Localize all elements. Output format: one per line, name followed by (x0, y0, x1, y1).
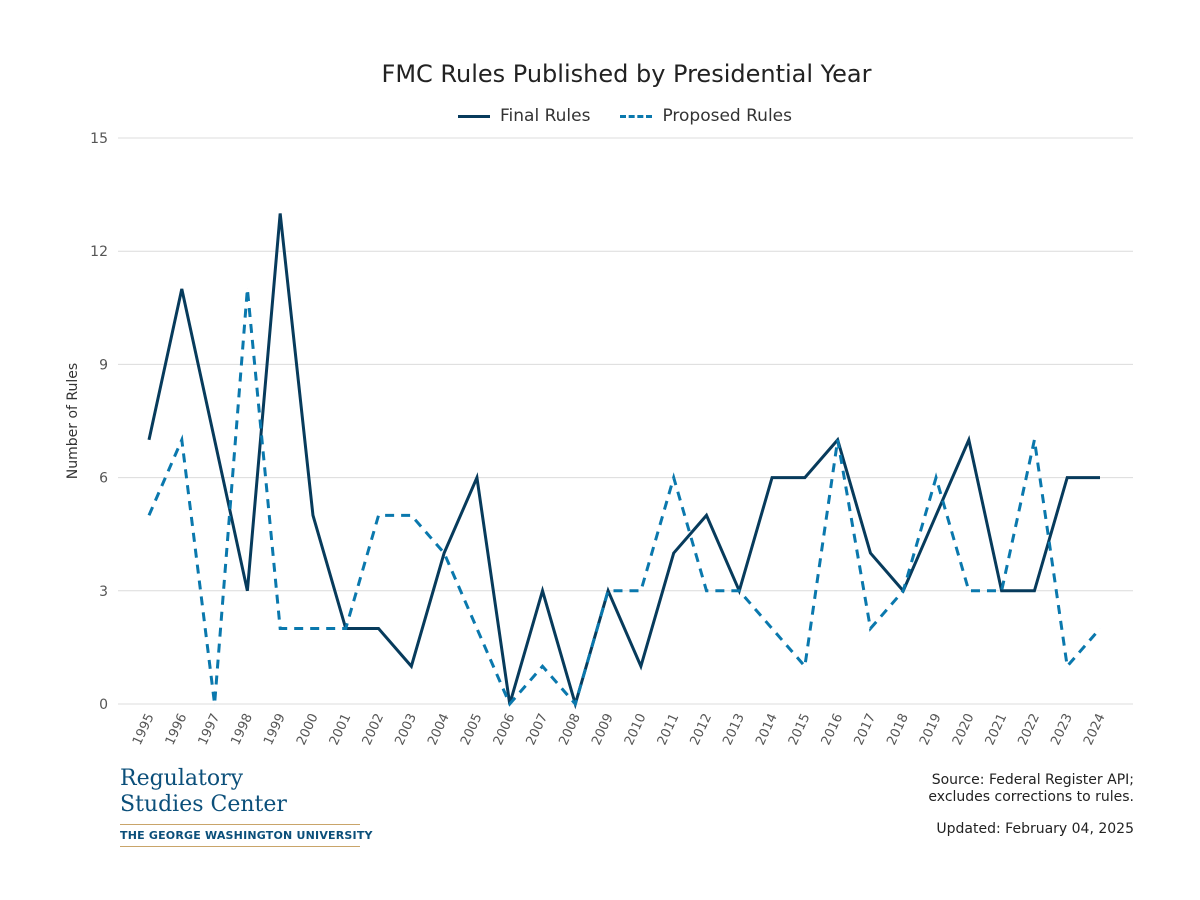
x-tick-label: 2004 (425, 711, 453, 747)
x-tick-label: 2019 (917, 711, 945, 747)
x-tick-label: 2005 (458, 711, 486, 747)
x-tick-label: 1999 (261, 711, 289, 747)
source-note: Source: Federal Register API; excludes c… (928, 772, 1134, 806)
legend-item-proposed: Proposed Rules (620, 106, 792, 126)
x-tick-label: 2001 (327, 711, 355, 747)
x-tick-label: 2021 (983, 711, 1011, 747)
x-tick-label: 2010 (622, 711, 650, 747)
y-axis-label: Number of Rules (65, 363, 81, 479)
series-line-final-rules (147, 213, 1100, 710)
updated-date: Updated: February 04, 2025 (936, 821, 1134, 837)
source-line2: excludes corrections to rules. (928, 789, 1134, 805)
x-tick-label: 1998 (228, 711, 256, 747)
x-tick-label: 2017 (851, 711, 879, 747)
source-line1: Source: Federal Register API; (931, 772, 1134, 788)
series-line-proposed-rules (147, 288, 1102, 708)
y-tick-label: 12 (90, 244, 108, 260)
x-tick-label: 1995 (130, 711, 158, 747)
legend-swatch-final (458, 114, 490, 118)
x-tick-label: 2007 (524, 711, 552, 747)
logo-line3: THE GEORGE WASHINGTON UNIVERSITY (120, 829, 373, 842)
logo-rule (120, 824, 360, 825)
x-tick-label: 2009 (589, 711, 617, 747)
x-tick-label: 2016 (819, 711, 847, 747)
legend-item-final: Final Rules (458, 106, 590, 126)
x-tick-label: 2023 (1048, 711, 1076, 747)
logo-line1: Regulatory (120, 766, 244, 791)
x-tick-label: 2000 (294, 711, 322, 747)
y-tick-label: 3 (99, 584, 108, 600)
x-tick-label: 1996 (163, 711, 191, 747)
x-tick-label: 2008 (556, 711, 584, 747)
x-tick-label: 2012 (688, 711, 716, 747)
x-tick-label: 2013 (720, 711, 748, 747)
x-tick-label: 2003 (392, 711, 420, 747)
legend-swatch-proposed (620, 114, 653, 118)
x-tick-label: 2024 (1081, 711, 1109, 747)
chart-title: FMC Rules Published by Presidential Year (381, 60, 872, 88)
y-tick-label: 0 (99, 697, 108, 713)
legend-label-final: Final Rules (500, 106, 591, 126)
x-tick-label: 2015 (786, 711, 814, 747)
legend-label-proposed: Proposed Rules (662, 106, 792, 126)
rsc-logo: Regulatory Studies Center THE GEORGE WAS… (120, 766, 373, 851)
x-tick-label: 2006 (491, 711, 519, 747)
logo-rule-bottom (120, 846, 360, 847)
x-tick-label: 1997 (196, 711, 224, 747)
x-tick-label: 2011 (655, 711, 683, 747)
logo-line2: Studies Center (120, 792, 287, 817)
y-tick-label: 15 (90, 131, 108, 147)
x-tick-label: 2002 (360, 711, 388, 747)
y-tick-label: 9 (99, 357, 108, 373)
legend: Final Rules Proposed Rules (458, 106, 822, 126)
x-tick-label: 2014 (753, 711, 781, 747)
line-chart: 0 3 6 9 12 15 Number of Rules 1995 1996 1997 1998 1… (65, 131, 1133, 748)
x-tick-label: 2022 (1015, 711, 1043, 747)
x-tick-label: 2018 (884, 711, 912, 747)
y-tick-label: 6 (99, 471, 108, 487)
x-tick-label: 2020 (950, 711, 978, 747)
